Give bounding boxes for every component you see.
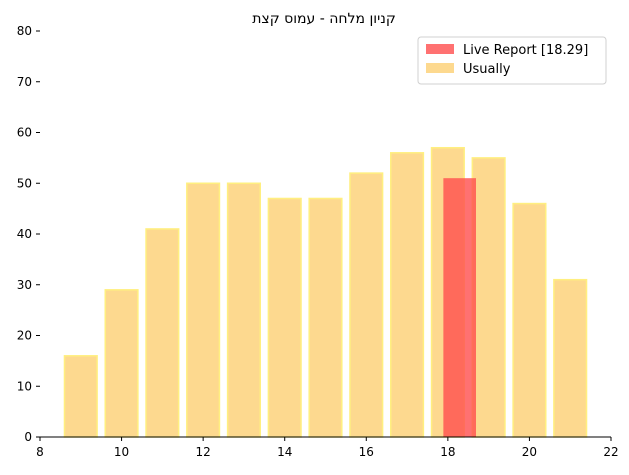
- x-tick-label: 12: [196, 445, 211, 459]
- usual-bar: [226, 182, 261, 438]
- x-tick-label: 18: [440, 445, 455, 459]
- axes-group: 8 10 12 14 16 18 20 22 0 10 20 30 40 50 60 70 80: [17, 24, 619, 459]
- x-tick-label: 22: [603, 445, 618, 459]
- y-tick-label: 30: [17, 278, 32, 292]
- y-tick-label: 40: [17, 227, 32, 241]
- usual-bar: [63, 355, 98, 438]
- y-tick-label: 20: [17, 329, 32, 343]
- legend-item-usually-swatch: [426, 63, 454, 73]
- live-report-bar: [443, 178, 476, 438]
- y-tick-label: 80: [17, 24, 32, 38]
- x-tick-label: 10: [114, 445, 129, 459]
- y-tick-label: 50: [17, 176, 32, 190]
- y-tick-label: 70: [17, 75, 32, 89]
- usual-bar: [308, 197, 343, 438]
- usual-bar: [104, 289, 139, 438]
- usual-bars-group: [63, 146, 588, 438]
- live-bars-group: [443, 178, 476, 438]
- chart-title: קניון מלחה - עמוס קצת: [252, 11, 396, 27]
- x-tick-label: 14: [277, 445, 292, 459]
- x-tick-label: 8: [36, 445, 44, 459]
- usual-bar: [553, 278, 588, 438]
- legend-item-live-report-swatch: [426, 44, 454, 54]
- legend-box: [417, 36, 607, 85]
- y-tick-label: 60: [17, 126, 32, 140]
- y-tick-label: 10: [17, 379, 32, 393]
- x-tick-label: 16: [359, 445, 374, 459]
- usual-bar: [471, 157, 506, 438]
- legend-item-usually-label: Usually: [463, 62, 511, 77]
- usual-bar: [145, 228, 180, 438]
- usual-bar: [512, 202, 547, 438]
- legend: Live Report [18.29] Usually: [417, 36, 607, 85]
- usual-bar: [349, 172, 384, 438]
- usual-bar: [390, 152, 425, 438]
- y-tick-label: 0: [24, 430, 32, 444]
- legend-item-live-report-label: Live Report [18.29]: [463, 43, 588, 58]
- usual-bar: [186, 182, 221, 438]
- usual-bar: [267, 197, 302, 438]
- x-tick-label: 20: [522, 445, 537, 459]
